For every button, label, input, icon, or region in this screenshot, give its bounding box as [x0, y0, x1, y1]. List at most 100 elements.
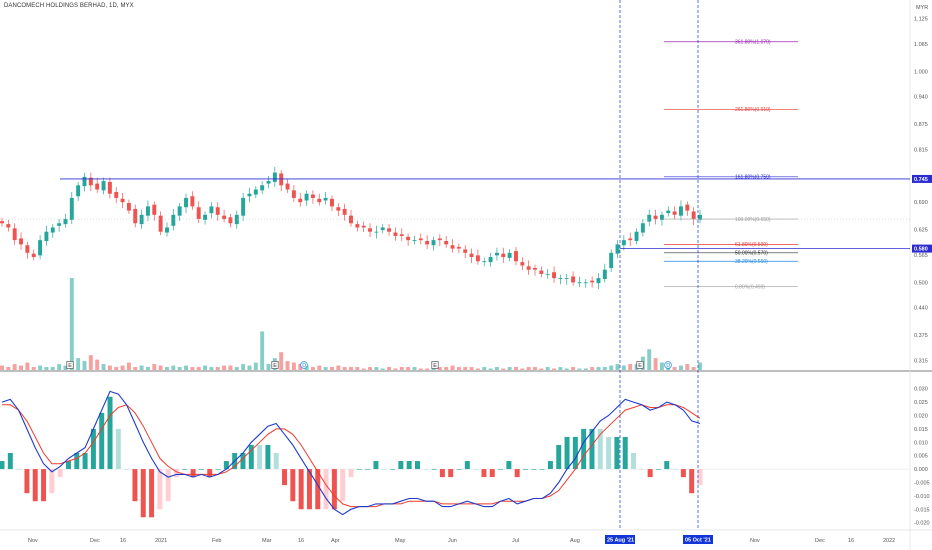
candle-body: [69, 197, 74, 220]
volume-bar: [177, 367, 182, 370]
candle-body: [526, 266, 531, 270]
macd-histogram-bar: [124, 469, 130, 470]
macd-histogram-bar: [655, 469, 661, 470]
volume-bar: [291, 362, 296, 370]
time-tick-label: 2022: [883, 538, 895, 544]
macd-histogram-bar: [597, 428, 603, 470]
candle-body: [209, 206, 214, 214]
volume-bar: [184, 365, 188, 370]
volume-bar: [469, 367, 474, 370]
earnings-marker-box: [431, 361, 439, 369]
time-tick-label: May: [395, 538, 406, 544]
macd-histogram-bar: [290, 469, 296, 502]
macd-histogram-bar: [49, 469, 55, 494]
candle-body: [95, 183, 100, 190]
candle-body: [672, 211, 677, 215]
volume-bar: [609, 365, 614, 370]
candle-body: [50, 227, 55, 233]
candle-body: [291, 190, 296, 198]
volume-bar: [577, 368, 582, 370]
candle-body: [342, 208, 347, 215]
macd-histogram-bar: [24, 469, 30, 494]
macd-histogram-bar: [680, 469, 686, 478]
candle-body: [25, 245, 30, 253]
macd-histogram-bar: [132, 469, 138, 502]
price-tick-label: 0.690: [914, 200, 928, 206]
candle-body: [564, 278, 569, 279]
candle-body: [310, 194, 315, 198]
candle-body: [406, 236, 411, 241]
candle-body: [177, 206, 182, 216]
candle-body: [653, 215, 658, 220]
volume-bar: [456, 367, 461, 370]
candle-body: [266, 181, 271, 184]
volume-bar: [520, 368, 525, 370]
candle-body: [393, 232, 398, 236]
volume-bar: [165, 367, 169, 370]
volume-bar: [317, 365, 322, 370]
macd-histogram-bar: [506, 461, 512, 470]
volume-bar: [145, 367, 150, 370]
volume-bar: [304, 365, 309, 370]
volume-bar: [12, 364, 17, 370]
fib-level-label: 0.00%(0.490): [735, 284, 765, 290]
macd-histogram-bar: [589, 428, 595, 470]
event-marker-text: E: [638, 363, 642, 369]
macd-histogram-bar: [65, 461, 71, 470]
volume-bar: [196, 367, 201, 370]
candle-body: [577, 282, 582, 284]
event-marker-text: E: [273, 363, 277, 369]
volume-bar: [120, 365, 125, 370]
volume-bar: [564, 368, 569, 370]
time-tick-label: Nov: [750, 538, 760, 544]
candle-body: [234, 214, 239, 225]
earnings-marker-box: [636, 361, 644, 369]
candle-body: [222, 215, 227, 220]
volume-bar: [571, 367, 576, 370]
signal-line: [2, 404, 701, 508]
candle-body: [88, 177, 93, 186]
macd-histogram-bar: [572, 436, 578, 470]
fib-level-label: 100.00%(0.650): [735, 217, 771, 223]
macd-histogram-bar: [149, 469, 155, 518]
event-marker: D: [300, 361, 308, 369]
volume-bar: [139, 365, 144, 370]
volume-bar: [355, 367, 360, 370]
volume-bar: [672, 367, 677, 370]
candle-body: [203, 214, 208, 220]
candle-body: [437, 238, 442, 241]
macd-histogram-bar: [523, 469, 528, 470]
macd-histogram-bar: [198, 469, 204, 470]
volume-bar: [336, 365, 341, 370]
candle-body: [387, 228, 392, 232]
time-tick-label: 16: [120, 538, 126, 544]
macd-histogram-bar: [174, 469, 179, 478]
candle-body: [450, 245, 455, 249]
volume-bar: [393, 368, 398, 370]
macd-histogram-bar: [240, 453, 246, 470]
event-marker: E: [66, 361, 74, 369]
candle-body: [272, 172, 277, 182]
volume-bar: [126, 362, 131, 370]
macd-histogram-bar: [448, 469, 454, 478]
volume-bar: [463, 367, 468, 370]
volume-bar: [133, 367, 138, 370]
macd-histogram-bar: [664, 461, 670, 470]
volume-bar: [57, 364, 62, 370]
volume-bar: [475, 368, 480, 370]
candle-body: [634, 231, 639, 241]
macd-histogram-bar: [7, 453, 13, 470]
event-marker-text: E: [433, 363, 437, 369]
macd-histogram-bar: [406, 461, 412, 470]
price-label-tag: 0.580: [912, 244, 932, 253]
macd-histogram-bar: [16, 469, 22, 470]
candle-body: [304, 193, 309, 201]
macd-histogram-bar: [182, 469, 188, 470]
volume-bar: [488, 368, 493, 370]
macd-histogram-bar: [340, 469, 346, 502]
candle-body: [374, 231, 379, 233]
volume-bar: [698, 362, 702, 370]
macd-histogram-bar: [315, 469, 321, 510]
macd-tick-label: 0.030: [914, 387, 928, 393]
